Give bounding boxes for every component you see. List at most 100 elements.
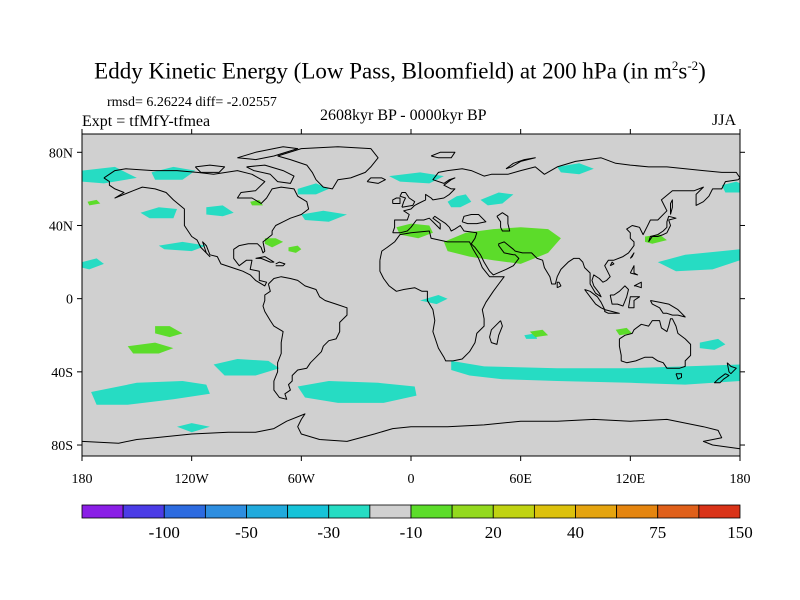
lat-tick-label: 40N <box>49 219 73 234</box>
map-background <box>82 134 740 456</box>
anomaly-region-0 <box>82 166 137 184</box>
colorbar-swatch-13 <box>616 504 659 519</box>
colorbar-label: -100 <box>149 523 180 542</box>
colorbar-label: -10 <box>400 523 423 542</box>
coastline-caspian-sea <box>496 212 511 232</box>
anomaly-region-22 <box>396 223 433 239</box>
coastline-antarctica <box>82 413 740 450</box>
coastline-eurasia <box>392 157 740 298</box>
colorbar-swatch-0 <box>81 504 124 519</box>
coastline-north-america <box>103 168 310 287</box>
lon-tick-label: 60W <box>288 472 316 487</box>
anomaly-region-33 <box>146 344 161 352</box>
lat-tick-label: 80S <box>51 439 73 454</box>
anomaly-region-12 <box>721 181 740 193</box>
colorbar-swatch-15 <box>698 504 741 519</box>
colorbar: -100 -50 -30 -10 20 40 75 150 <box>81 504 753 542</box>
coastline-victoria-island <box>194 164 226 173</box>
lon-tick-label: 60E <box>509 472 532 487</box>
title-end: ) <box>698 58 706 84</box>
coastline-borneo <box>609 285 629 307</box>
colorbar-swatch-14 <box>657 504 700 519</box>
anomaly-region-19 <box>699 338 726 350</box>
title-superscript-m: 2 <box>671 58 679 73</box>
colorbar-swatch-2 <box>163 504 206 519</box>
colorbar-label: 20 <box>485 523 502 542</box>
colorbar-swatch-1 <box>122 504 165 519</box>
colorbar-swatch-9 <box>451 504 494 519</box>
coastline-australia <box>618 318 692 369</box>
anomaly-region-17 <box>177 423 210 433</box>
coastline-taiwan <box>629 252 635 259</box>
anomaly-region-9 <box>480 192 514 206</box>
coastline-iceland <box>366 177 386 184</box>
title-main: Eddy Kinetic Energy (Low Pass, Bloomfiel… <box>94 58 672 84</box>
colorbar-swatch-3 <box>204 504 247 519</box>
anomaly-region-1 <box>151 166 196 180</box>
coastline-layer <box>82 146 740 450</box>
coastline-tasmania <box>675 373 682 380</box>
colorbar-label: 150 <box>727 523 753 542</box>
coastline-greenland <box>277 146 379 190</box>
colorbar-swatch-7 <box>369 504 412 519</box>
anomaly-region-29 <box>529 329 549 338</box>
coastline-south-america <box>262 276 348 400</box>
colorbar-label: -30 <box>317 523 340 542</box>
anomaly-region-6 <box>297 183 329 195</box>
colorbar-label: 40 <box>567 523 584 542</box>
coastline-japan <box>648 215 677 243</box>
anomaly-region-5 <box>82 258 104 270</box>
anomaly-region-13 <box>657 249 740 272</box>
lon-tick-label: 180 <box>730 472 751 487</box>
coastline-ireland <box>392 197 401 204</box>
stats-text: rmsd= 6.26224 diff= -2.02557 <box>107 95 277 110</box>
coastline-java <box>604 309 620 314</box>
anomaly-region-24 <box>264 238 284 248</box>
anomaly-region-27 <box>155 326 183 338</box>
anomaly-region-10 <box>447 194 472 208</box>
coastline-new-zealand-north <box>726 362 737 375</box>
anomaly-region-31 <box>87 199 101 206</box>
anomaly-region-7 <box>301 210 347 222</box>
coastline-sulawesi <box>628 296 640 309</box>
map-title: Eddy Kinetic Energy (Low Pass, Bloomfiel… <box>0 58 800 85</box>
coastline-philippines-luzon <box>629 265 639 276</box>
colorbar-swatch-12 <box>575 504 618 519</box>
coastline-svalbard <box>430 151 456 159</box>
lat-tick-label: 0 <box>66 293 73 308</box>
colorbar-label: -50 <box>235 523 258 542</box>
lon-tick-label: 120E <box>616 472 646 487</box>
colorbar-label: 75 <box>649 523 666 542</box>
coastline-madagascar <box>489 320 503 345</box>
axis-ticks: 80N 40N 0 40S 80S 180 120W 60W 0 60E 120E 180 <box>49 129 751 487</box>
coastline-black-sea <box>461 214 487 225</box>
coastline-africa <box>379 230 505 362</box>
colorbar-swatch-11 <box>533 504 576 519</box>
coastline-new-guinea <box>649 300 686 318</box>
anomaly-layer <box>82 163 740 433</box>
anomaly-region-25 <box>288 245 302 253</box>
lat-tick-label: 40S <box>51 366 73 381</box>
anomaly-region-15 <box>91 381 210 405</box>
colorbar-swatch-5 <box>287 504 330 519</box>
anomaly-region-4 <box>158 241 207 252</box>
anomaly-region-8 <box>389 172 444 184</box>
title-superscript-s: -2 <box>687 58 699 73</box>
anomaly-region-32 <box>250 199 263 206</box>
lon-tick-label: 180 <box>72 472 93 487</box>
anomaly-region-18 <box>451 360 740 385</box>
colorbar-swatch-6 <box>328 504 371 519</box>
coastline-great-britain <box>399 192 416 208</box>
season-label: JJA <box>712 112 737 129</box>
anomaly-region-23 <box>443 227 561 264</box>
anomaly-region-30 <box>615 327 633 336</box>
lon-tick-label: 120W <box>175 472 210 487</box>
colorbar-swatch-8 <box>410 504 453 519</box>
colorbar-swatch-10 <box>492 504 535 519</box>
coastline-cuba <box>255 256 275 263</box>
anomaly-region-16 <box>297 381 417 403</box>
period-label: 2608kyr BP - 0000kyr BP <box>320 107 487 124</box>
coastline-hispaniola <box>275 261 286 267</box>
anomaly-region-11 <box>557 163 594 175</box>
title-unit-s: s <box>678 58 688 84</box>
